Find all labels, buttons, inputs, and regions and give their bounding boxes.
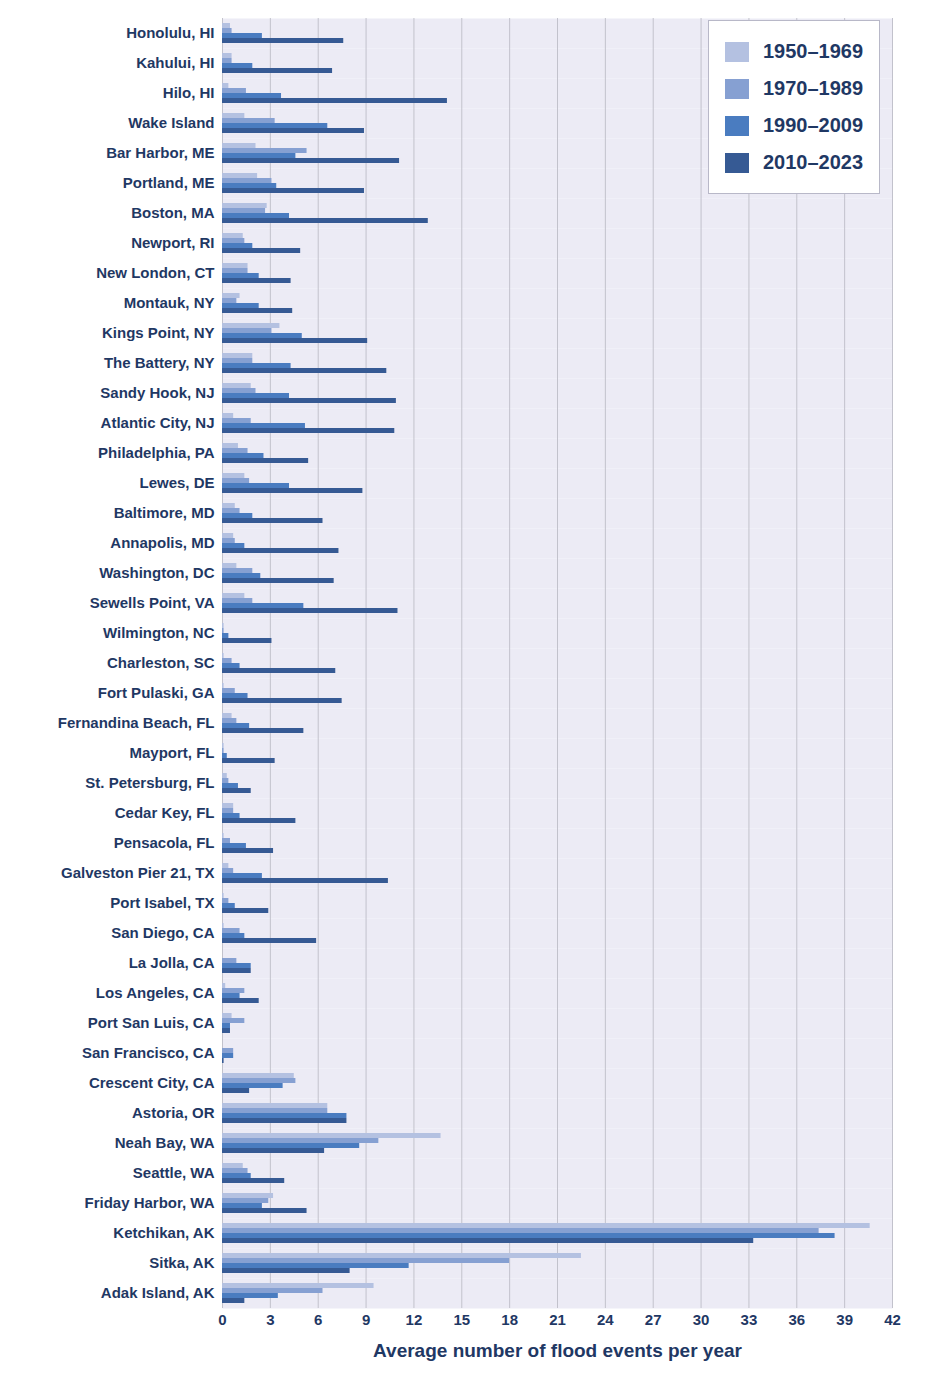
svg-text:Wilmington, NC: Wilmington, NC xyxy=(103,624,215,641)
svg-text:Montauk, NY: Montauk, NY xyxy=(124,294,215,311)
svg-text:San Diego, CA: San Diego, CA xyxy=(111,924,215,941)
svg-text:36: 36 xyxy=(788,1311,805,1328)
svg-text:Seattle, WA: Seattle, WA xyxy=(133,1164,215,1181)
svg-text:Bar Harbor, ME: Bar Harbor, ME xyxy=(106,144,214,161)
svg-text:Adak Island, AK: Adak Island, AK xyxy=(101,1284,215,1301)
svg-text:30: 30 xyxy=(693,1311,710,1328)
svg-text:Portland, ME: Portland, ME xyxy=(123,174,215,191)
svg-text:18: 18 xyxy=(501,1311,518,1328)
svg-text:21: 21 xyxy=(549,1311,566,1328)
svg-text:3: 3 xyxy=(266,1311,274,1328)
svg-text:0: 0 xyxy=(218,1311,226,1328)
svg-text:Sitka, AK: Sitka, AK xyxy=(149,1254,214,1271)
html-text:1970–1989: 1970–1989 xyxy=(762,77,863,99)
svg-text:Kings Point, NY: Kings Point, NY xyxy=(102,324,215,341)
html-text:2010–2023: 2010–2023 xyxy=(762,151,863,173)
svg-text:Cedar Key, FL: Cedar Key, FL xyxy=(115,804,215,821)
svg-text:9: 9 xyxy=(362,1311,370,1328)
svg-text:St. Petersburg, FL: St. Petersburg, FL xyxy=(85,774,214,791)
svg-text:Ketchikan, AK: Ketchikan, AK xyxy=(113,1224,214,1241)
svg-text:La Jolla, CA: La Jolla, CA xyxy=(129,954,215,971)
svg-text:15: 15 xyxy=(453,1311,470,1328)
html-text:1950–1969: 1950–1969 xyxy=(762,40,863,62)
svg-text:San Francisco, CA: San Francisco, CA xyxy=(82,1044,215,1061)
svg-text:Pensacola, FL: Pensacola, FL xyxy=(114,834,215,851)
svg-text:42: 42 xyxy=(884,1311,901,1328)
svg-text:Washington, DC: Washington, DC xyxy=(99,564,214,581)
svg-text:27: 27 xyxy=(645,1311,662,1328)
svg-text:12: 12 xyxy=(406,1311,423,1328)
svg-text:Wake Island: Wake Island xyxy=(128,114,214,131)
svg-text:39: 39 xyxy=(836,1311,853,1328)
svg-text:Fernandina Beach, FL: Fernandina Beach, FL xyxy=(58,714,215,731)
svg-text:Honolulu, HI: Honolulu, HI xyxy=(126,24,214,41)
svg-text:Port Isabel, TX: Port Isabel, TX xyxy=(110,894,214,911)
svg-text:Neah Bay, WA: Neah Bay, WA xyxy=(115,1134,215,1151)
svg-text:Hilo, HI: Hilo, HI xyxy=(163,84,215,101)
svg-text:Average number of flood events: Average number of flood events per year xyxy=(373,1340,742,1361)
svg-text:Port San Luis, CA: Port San Luis, CA xyxy=(88,1014,215,1031)
svg-text:Crescent City, CA: Crescent City, CA xyxy=(89,1074,215,1091)
svg-text:Philadelphia, PA: Philadelphia, PA xyxy=(98,444,215,461)
svg-text:Atlantic City, NJ: Atlantic City, NJ xyxy=(101,414,215,431)
svg-text:Newport, RI: Newport, RI xyxy=(131,234,214,251)
svg-text:Sewells Point, VA: Sewells Point, VA xyxy=(90,594,215,611)
svg-text:Lewes, DE: Lewes, DE xyxy=(139,474,214,491)
svg-text:Galveston Pier 21, TX: Galveston Pier 21, TX xyxy=(61,864,214,881)
svg-text:Kahului, HI: Kahului, HI xyxy=(136,54,214,71)
svg-text:New London, CT: New London, CT xyxy=(96,264,214,281)
svg-text:Sandy Hook, NJ: Sandy Hook, NJ xyxy=(100,384,214,401)
svg-text:24: 24 xyxy=(597,1311,614,1328)
svg-text:Los Angeles, CA: Los Angeles, CA xyxy=(96,984,215,1001)
svg-text:Friday Harbor, WA: Friday Harbor, WA xyxy=(84,1194,214,1211)
svg-text:Boston, MA: Boston, MA xyxy=(131,204,214,221)
svg-text:Charleston, SC: Charleston, SC xyxy=(107,654,215,671)
svg-text:Mayport, FL: Mayport, FL xyxy=(130,744,215,761)
svg-text:Astoria, OR: Astoria, OR xyxy=(132,1104,215,1121)
svg-text:Annapolis, MD: Annapolis, MD xyxy=(110,534,214,551)
svg-text:The Battery, NY: The Battery, NY xyxy=(104,354,215,371)
svg-text:6: 6 xyxy=(314,1311,322,1328)
svg-text:33: 33 xyxy=(741,1311,758,1328)
svg-text:Fort Pulaski, GA: Fort Pulaski, GA xyxy=(98,684,215,701)
svg-text:Baltimore, MD: Baltimore, MD xyxy=(114,504,215,521)
html-text:1990–2009: 1990–2009 xyxy=(762,114,863,136)
